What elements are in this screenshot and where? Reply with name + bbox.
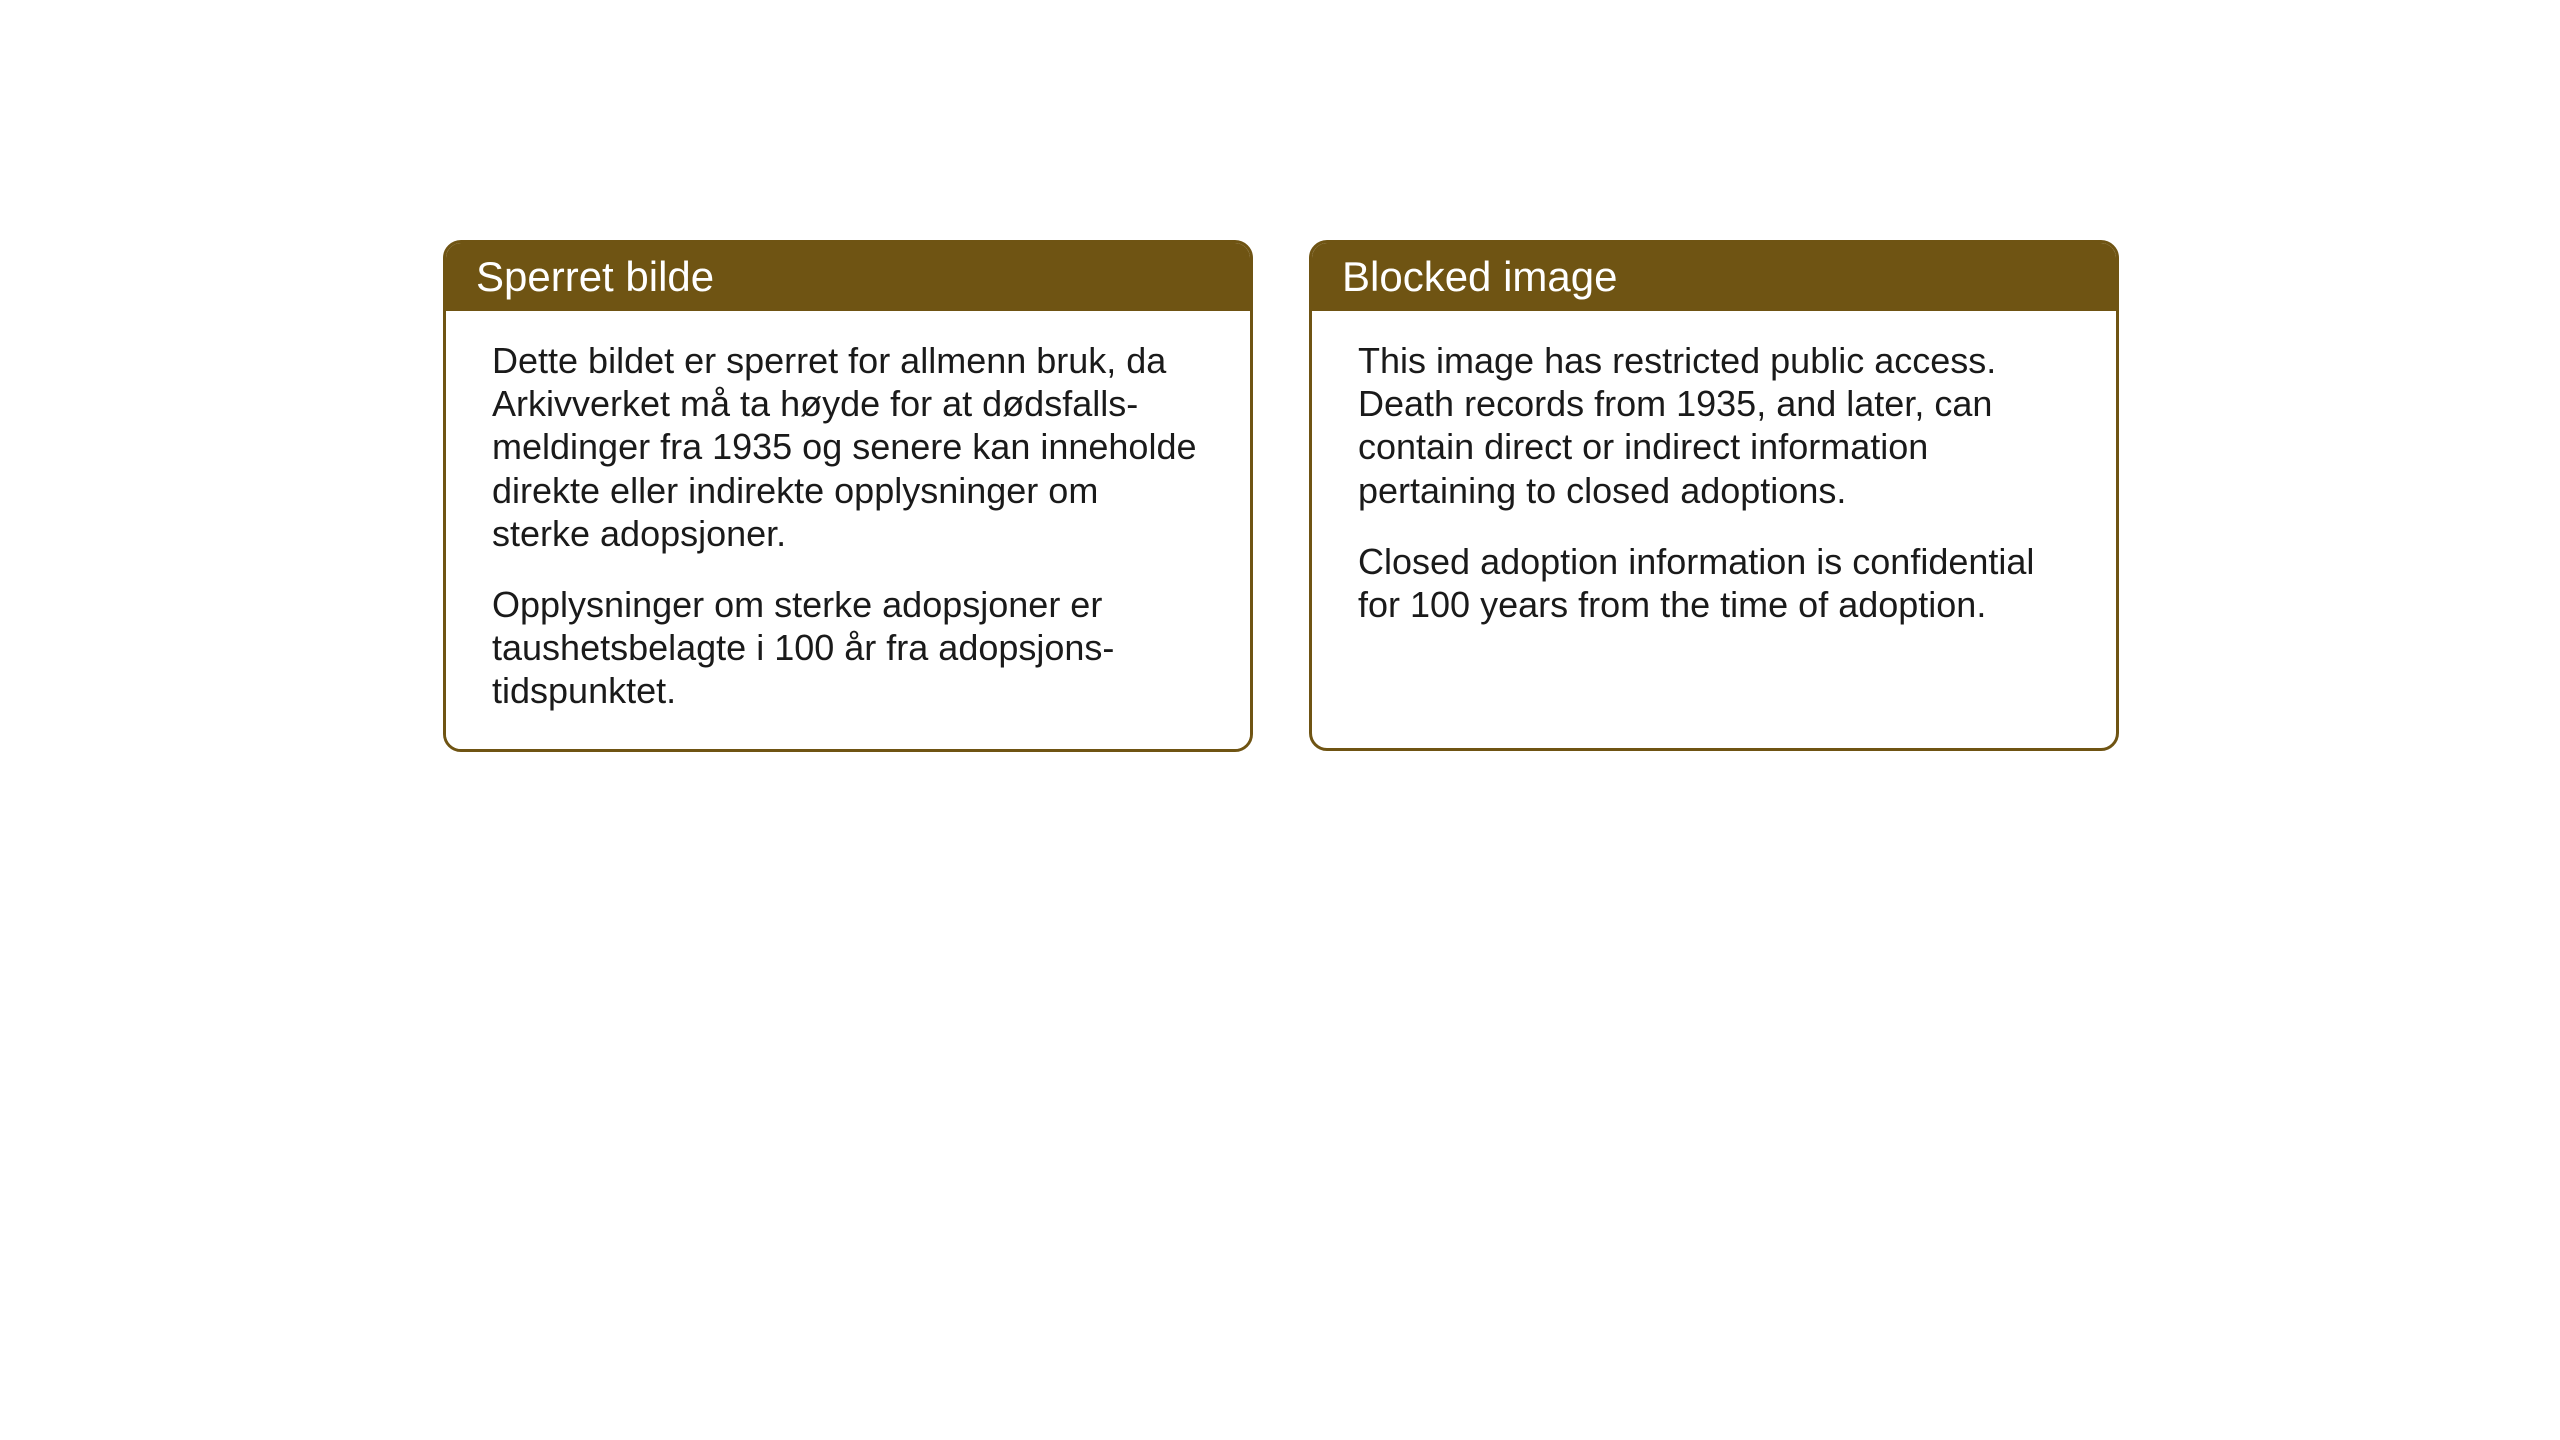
english-card-body: This image has restricted public access.… (1312, 311, 2116, 662)
english-card-title: Blocked image (1312, 243, 2116, 311)
english-notice-card: Blocked image This image has restricted … (1309, 240, 2119, 751)
norwegian-card-body: Dette bildet er sperret for allmenn bruk… (446, 311, 1250, 749)
norwegian-paragraph-2: Opplysninger om sterke adopsjoner er tau… (492, 583, 1204, 713)
norwegian-card-title: Sperret bilde (446, 243, 1250, 311)
norwegian-paragraph-1: Dette bildet er sperret for allmenn bruk… (492, 339, 1204, 555)
notice-container: Sperret bilde Dette bildet er sperret fo… (443, 240, 2119, 752)
english-paragraph-2: Closed adoption information is confident… (1358, 540, 2070, 626)
norwegian-notice-card: Sperret bilde Dette bildet er sperret fo… (443, 240, 1253, 752)
english-paragraph-1: This image has restricted public access.… (1358, 339, 2070, 512)
